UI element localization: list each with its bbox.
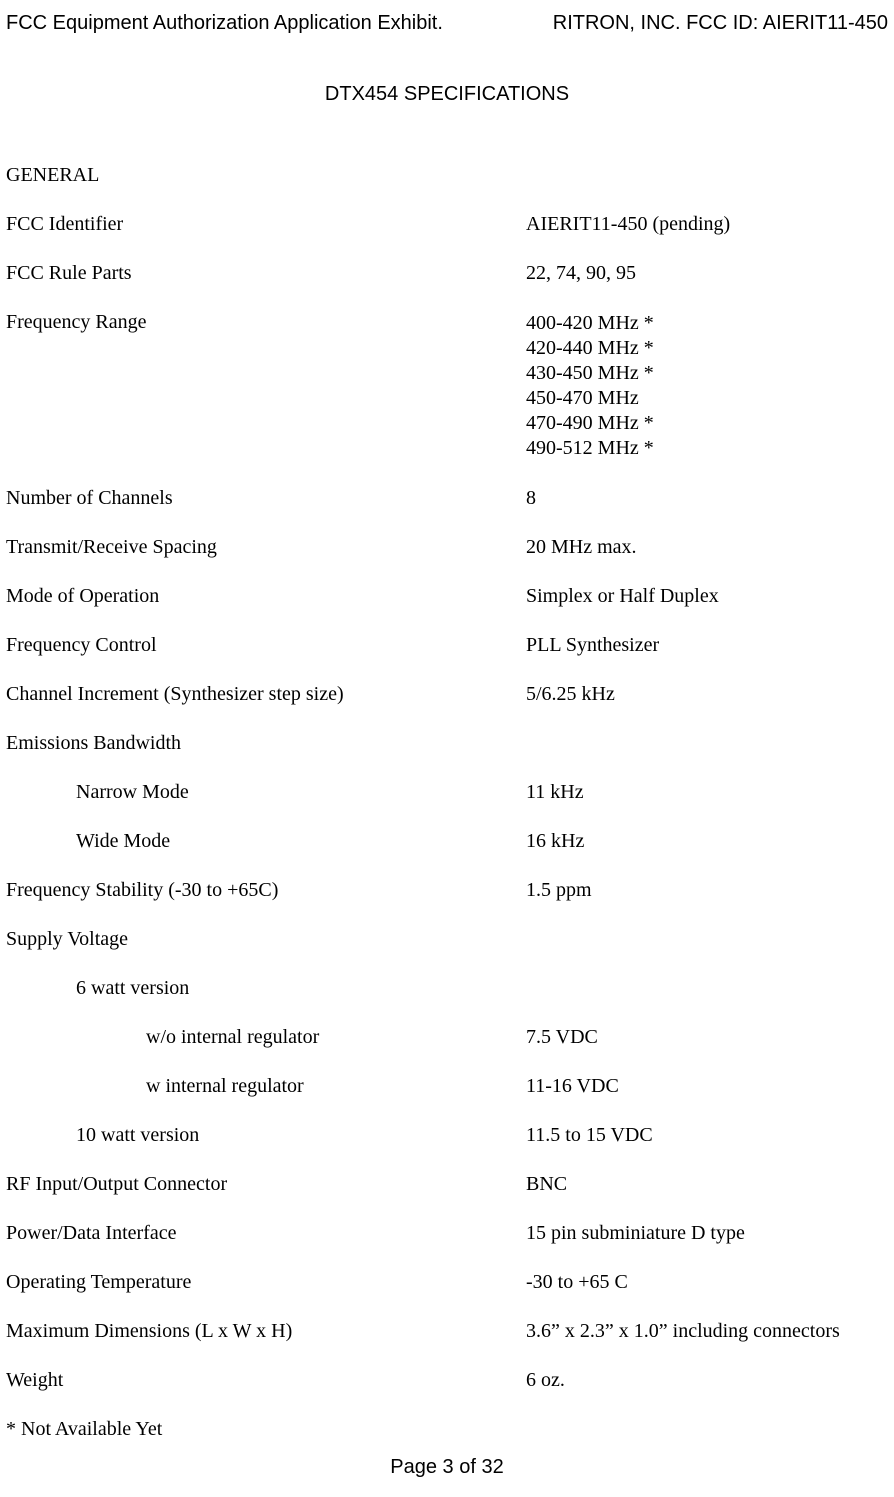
value-power-data: 15 pin subminiature D type bbox=[526, 1222, 888, 1245]
value-channel-increment: 5/6.25 kHz bbox=[526, 683, 888, 706]
content-body: GENERAL FCC Identifier AIERIT11-450 (pen… bbox=[0, 164, 894, 1441]
freq-range-5: 490-512 MHz * bbox=[526, 436, 888, 461]
value-tx-rx-spacing: 20 MHz max. bbox=[526, 536, 888, 559]
freq-range-4: 470-490 MHz * bbox=[526, 411, 888, 436]
value-rf-connector: BNC bbox=[526, 1173, 888, 1196]
section-heading-general: GENERAL bbox=[6, 164, 888, 187]
header-left: FCC Equipment Authorization Application … bbox=[6, 12, 443, 35]
label-channel-increment: Channel Increment (Synthesizer step size… bbox=[6, 683, 526, 706]
row-wide-mode: Wide Mode 16 kHz bbox=[6, 830, 888, 853]
label-channels: Number of Channels bbox=[6, 487, 526, 510]
row-narrow-mode: Narrow Mode 11 kHz bbox=[6, 781, 888, 804]
row-emissions-bandwidth: Emissions Bandwidth bbox=[6, 732, 888, 755]
value-fcc-rule-parts: 22, 74, 90, 95 bbox=[526, 262, 888, 285]
row-without-reg: w/o internal regulator 7.5 VDC bbox=[6, 1026, 888, 1049]
header-right: RITRON, INC. FCC ID: AIERIT11-450 bbox=[553, 12, 888, 35]
page-header: FCC Equipment Authorization Application … bbox=[0, 0, 894, 35]
row-rf-connector: RF Input/Output Connector BNC bbox=[6, 1173, 888, 1196]
label-supply-voltage: Supply Voltage bbox=[6, 928, 888, 951]
label-fcc-identifier: FCC Identifier bbox=[6, 213, 526, 236]
label-fcc-rule-parts: FCC Rule Parts bbox=[6, 262, 526, 285]
row-frequency-range: Frequency Range 400-420 MHz * 420-440 MH… bbox=[6, 311, 888, 461]
footnote: * Not Available Yet bbox=[6, 1418, 888, 1441]
label-emissions-bandwidth: Emissions Bandwidth bbox=[6, 732, 888, 755]
label-narrow-mode: Narrow Mode bbox=[6, 781, 526, 804]
row-op-temp: Operating Temperature -30 to +65 C bbox=[6, 1271, 888, 1294]
label-wide-mode: Wide Mode bbox=[6, 830, 526, 853]
row-tx-rx-spacing: Transmit/Receive Spacing 20 MHz max. bbox=[6, 536, 888, 559]
freq-range-3: 450-470 MHz bbox=[526, 386, 888, 411]
value-with-reg: 11-16 VDC bbox=[526, 1075, 888, 1098]
label-freq-stability: Frequency Stability (-30 to +65C) bbox=[6, 879, 526, 902]
row-dimensions: Maximum Dimensions (L x W x H) 3.6” x 2.… bbox=[6, 1320, 888, 1343]
row-freq-control: Frequency Control PLL Synthesizer bbox=[6, 634, 888, 657]
freq-range-2: 430-450 MHz * bbox=[526, 361, 888, 386]
value-channels: 8 bbox=[526, 487, 888, 510]
document-title: DTX454 SPECIFICATIONS bbox=[0, 83, 894, 106]
row-freq-stability: Frequency Stability (-30 to +65C) 1.5 pp… bbox=[6, 879, 888, 902]
value-weight: 6 oz. bbox=[526, 1369, 888, 1392]
freq-range-0: 400-420 MHz * bbox=[526, 311, 888, 336]
label-six-watt: 6 watt version bbox=[76, 977, 888, 1000]
value-fcc-identifier: AIERIT11-450 (pending) bbox=[526, 213, 888, 236]
row-six-watt: 6 watt version bbox=[6, 977, 888, 1000]
label-op-temp: Operating Temperature bbox=[6, 1271, 526, 1294]
row-power-data: Power/Data Interface 15 pin subminiature… bbox=[6, 1222, 888, 1245]
row-fcc-rule-parts: FCC Rule Parts 22, 74, 90, 95 bbox=[6, 262, 888, 285]
label-dimensions: Maximum Dimensions (L x W x H) bbox=[6, 1320, 526, 1343]
value-op-temp: -30 to +65 C bbox=[526, 1271, 888, 1294]
value-frequency-range: 400-420 MHz * 420-440 MHz * 430-450 MHz … bbox=[526, 311, 888, 461]
label-frequency-range: Frequency Range bbox=[6, 311, 526, 461]
row-with-reg: w internal regulator 11-16 VDC bbox=[6, 1075, 888, 1098]
label-weight: Weight bbox=[6, 1369, 526, 1392]
value-dimensions: 3.6” x 2.3” x 1.0” including connectors bbox=[526, 1320, 888, 1343]
row-channel-increment: Channel Increment (Synthesizer step size… bbox=[6, 683, 888, 706]
value-wide-mode: 16 kHz bbox=[526, 830, 888, 853]
value-narrow-mode: 11 kHz bbox=[526, 781, 888, 804]
row-channels: Number of Channels 8 bbox=[6, 487, 888, 510]
freq-range-1: 420-440 MHz * bbox=[526, 336, 888, 361]
page-footer: Page 3 of 32 bbox=[0, 1456, 894, 1479]
label-mode: Mode of Operation bbox=[6, 585, 526, 608]
value-mode: Simplex or Half Duplex bbox=[526, 585, 888, 608]
label-with-reg: w internal regulator bbox=[6, 1075, 526, 1098]
label-rf-connector: RF Input/Output Connector bbox=[6, 1173, 526, 1196]
row-ten-watt: 10 watt version 11.5 to 15 VDC bbox=[6, 1124, 888, 1147]
label-tx-rx-spacing: Transmit/Receive Spacing bbox=[6, 536, 526, 559]
row-supply-voltage: Supply Voltage bbox=[6, 928, 888, 951]
label-ten-watt: 10 watt version bbox=[6, 1124, 526, 1147]
label-freq-control: Frequency Control bbox=[6, 634, 526, 657]
row-fcc-identifier: FCC Identifier AIERIT11-450 (pending) bbox=[6, 213, 888, 236]
value-ten-watt: 11.5 to 15 VDC bbox=[526, 1124, 888, 1147]
row-weight: Weight 6 oz. bbox=[6, 1369, 888, 1392]
label-without-reg: w/o internal regulator bbox=[6, 1026, 526, 1049]
row-mode: Mode of Operation Simplex or Half Duplex bbox=[6, 585, 888, 608]
label-power-data: Power/Data Interface bbox=[6, 1222, 526, 1245]
value-freq-stability: 1.5 ppm bbox=[526, 879, 888, 902]
value-freq-control: PLL Synthesizer bbox=[526, 634, 888, 657]
value-without-reg: 7.5 VDC bbox=[526, 1026, 888, 1049]
